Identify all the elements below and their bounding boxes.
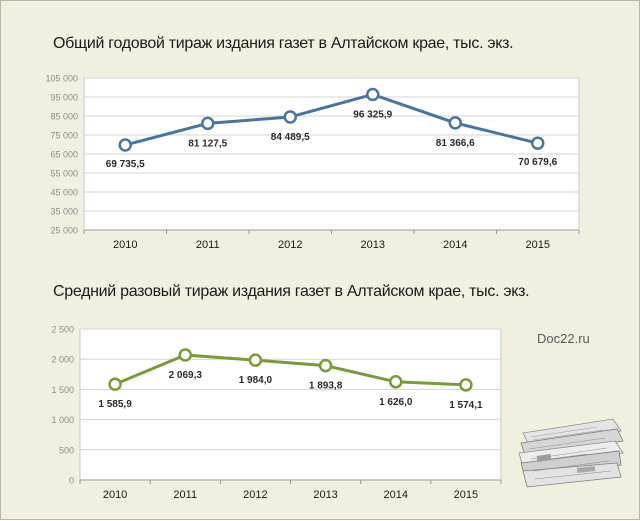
data-point — [283, 110, 297, 124]
x-tick-label: 2013 — [361, 239, 385, 251]
data-label: 1 585,9 — [98, 399, 132, 410]
data-point — [318, 358, 333, 373]
y-tick-label: 0 — [69, 476, 74, 486]
data-point — [108, 377, 122, 391]
y-tick-label: 25 000 — [50, 226, 78, 236]
data-label: 1 893,8 — [309, 381, 343, 392]
y-tick-label: 85 000 — [50, 112, 78, 122]
data-label: 1 626,0 — [379, 397, 413, 408]
data-point — [201, 116, 215, 131]
x-tick-label: 2015 — [454, 489, 478, 501]
data-label: 2 069,3 — [169, 370, 203, 381]
series-line — [114, 353, 466, 387]
data-label: 81 366,6 — [436, 138, 475, 149]
newspaper-stack-image — [518, 418, 624, 488]
y-tick-label: 105 000 — [45, 74, 78, 84]
data-label: 69 735,5 — [106, 159, 145, 170]
chart1-title: Общий годовой тираж издания газет в Алта… — [53, 35, 514, 52]
y-tick-label: 2 500 — [51, 325, 74, 335]
y-tick-label: 45 000 — [50, 188, 78, 198]
data-label: 96 325,9 — [353, 109, 392, 120]
y-tick-label: 95 000 — [50, 93, 78, 103]
y-tick-label: 1 000 — [51, 415, 74, 425]
y-tick-label: 75 000 — [50, 131, 78, 141]
y-tick-label: 65 000 — [50, 150, 78, 160]
data-point — [389, 375, 403, 389]
y-tick-label: 1 500 — [51, 385, 74, 395]
series-line — [124, 92, 539, 147]
y-tick-label: 500 — [59, 445, 74, 455]
data-point — [178, 348, 192, 362]
watermark-text: Doc22.ru — [537, 331, 590, 346]
data-point — [459, 378, 473, 392]
data-point — [248, 353, 263, 367]
data-label: 81 127,5 — [188, 138, 227, 149]
data-point — [366, 87, 380, 102]
plot-area — [79, 328, 502, 481]
data-label: 1 984,0 — [239, 375, 273, 386]
y-tick-label: 2 000 — [51, 355, 74, 365]
y-tick-label: 55 000 — [50, 169, 78, 179]
x-tick-label: 2012 — [278, 239, 302, 251]
data-point — [531, 136, 545, 150]
data-point — [448, 116, 462, 130]
x-tick-label: 2012 — [243, 489, 267, 501]
x-tick-label: 2010 — [113, 239, 137, 251]
x-tick-label: 2011 — [173, 489, 197, 501]
chart2-title: Средний разовый тираж издания газет в Ал… — [53, 283, 530, 300]
x-tick-label: 2015 — [526, 239, 550, 251]
x-tick-label: 2013 — [313, 489, 337, 501]
x-tick-label: 2014 — [443, 239, 467, 251]
data-point — [118, 138, 132, 152]
data-label: 84 489,5 — [271, 132, 310, 143]
x-tick-label: 2014 — [384, 489, 408, 501]
x-tick-label: 2010 — [103, 489, 127, 501]
data-label: 1 574,1 — [449, 400, 483, 411]
x-tick-label: 2011 — [196, 239, 220, 251]
y-tick-label: 35 000 — [50, 207, 78, 217]
data-label: 70 679,6 — [518, 157, 557, 168]
